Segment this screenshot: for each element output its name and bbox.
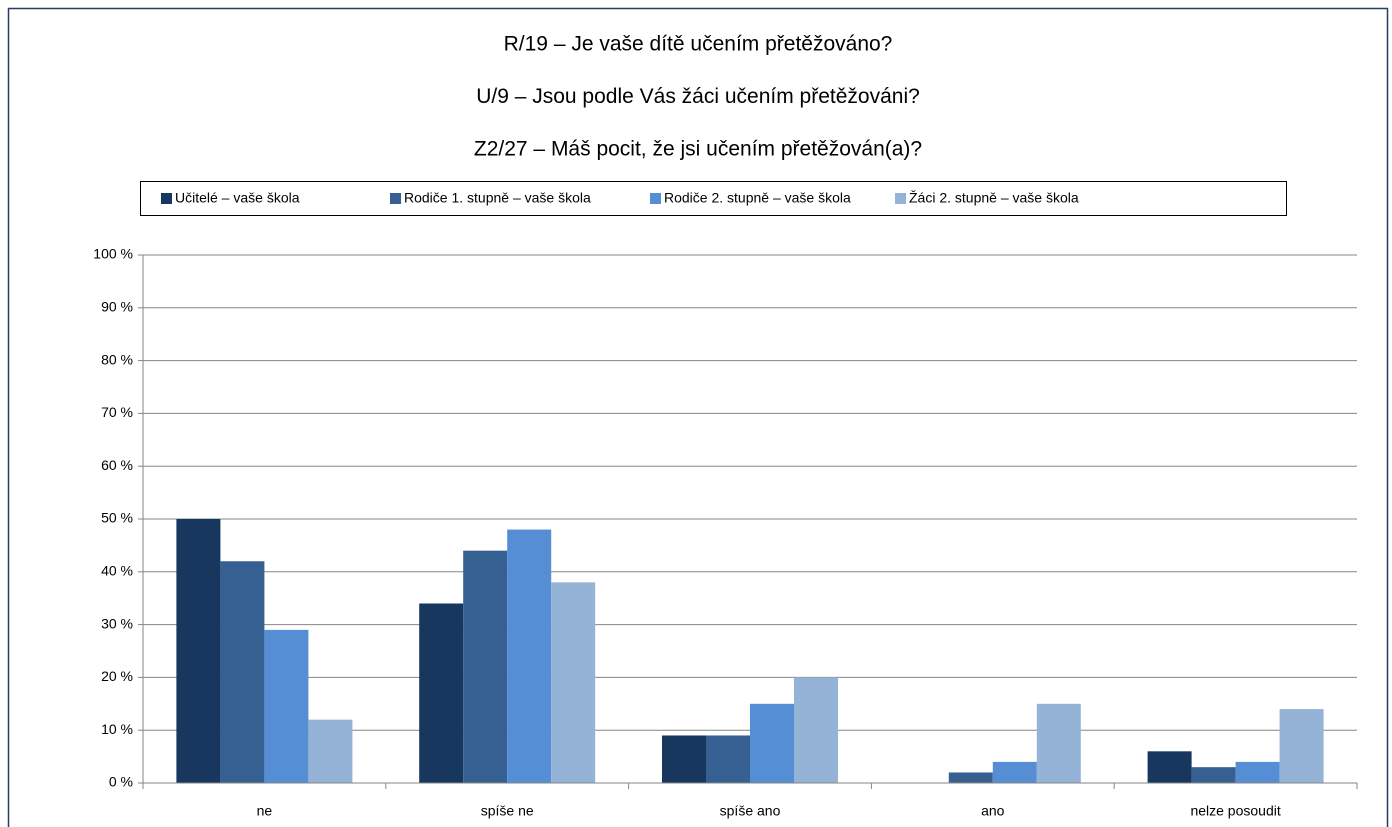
bar [1279,709,1324,783]
bar [419,603,464,783]
bar [1235,761,1280,783]
bar [706,735,750,783]
y-tick-label: 50 % [101,510,133,526]
legend-label: Rodiče 2. stupně – vaše škola [664,190,851,206]
bar [507,529,552,783]
legend-label: Žáci 2. stupně – vaše škola [909,190,1079,206]
y-tick-label: 20 % [101,668,133,684]
x-tick-label: nelze posoudit [1190,803,1280,819]
y-tick-label: 30 % [101,615,133,631]
bar [551,582,596,783]
x-tick-label: spíše ano [720,803,781,819]
bar [750,703,794,783]
bar [1191,767,1236,783]
x-tick-label: spíše ne [481,803,534,819]
bar [794,677,838,783]
legend-swatch [390,193,401,204]
bar [662,735,706,783]
y-tick-label: 90 % [101,299,133,315]
bar [1036,703,1081,783]
y-tick-label: 10 % [101,721,133,737]
x-tick-label: ne [257,803,273,819]
y-tick-label: 70 % [101,404,133,420]
legend-swatch [895,193,906,204]
legend-label: Rodiče 1. stupně – vaše škola [404,190,591,206]
bar [992,761,1037,783]
y-tick-label: 0 % [109,774,133,790]
legend-box [140,181,1287,216]
legend-swatch [650,193,661,204]
y-tick-label: 80 % [101,351,133,367]
chart-title: U/9 – Jsou podle Vás žáci učením přetěžo… [476,85,920,108]
bar [948,772,993,783]
bar [176,519,221,783]
bar [1147,751,1192,783]
bar [463,550,508,783]
bar [308,719,353,783]
legend-swatch [161,193,172,204]
y-tick-label: 40 % [101,563,133,579]
bar [264,629,309,783]
x-tick-label: ano [981,803,1005,819]
legend-label: Učitelé – vaše škola [175,190,300,206]
y-tick-label: 100 % [93,246,133,262]
chart-title: R/19 – Je vaše dítě učením přetěžováno? [504,33,893,56]
bar [220,561,265,783]
y-tick-label: 60 % [101,457,133,473]
chart-title: Z2/27 – Máš pocit, že jsi učením přetěžo… [474,138,922,161]
